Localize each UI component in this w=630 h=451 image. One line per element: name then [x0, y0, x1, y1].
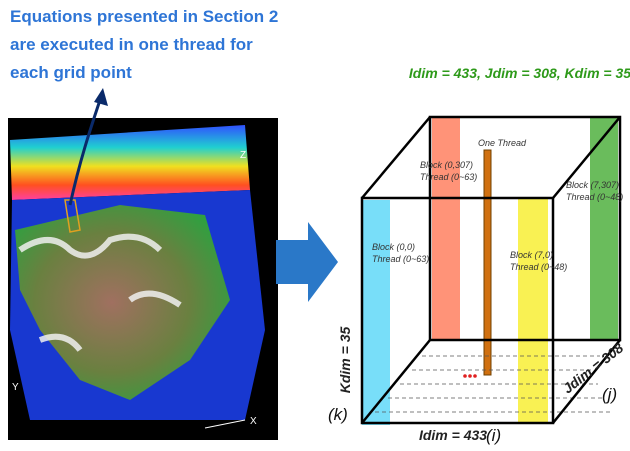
callout-line: each grid point: [10, 63, 132, 82]
j-label: (j): [602, 385, 617, 404]
page: Equations presented in Section 2 are exe…: [0, 0, 630, 451]
axis-label: X: [250, 416, 257, 427]
dots: [463, 374, 477, 378]
idim-label: Idim = 433: [419, 427, 487, 443]
thread-label: Thread (0~63): [372, 254, 429, 264]
k-label: (k): [328, 405, 348, 424]
thread-label: Thread (0~48): [566, 192, 623, 202]
block-label: Block (0,307): [420, 160, 473, 170]
left-image: X Y Z: [8, 88, 278, 440]
thread-label: Thread (0~63): [420, 172, 477, 182]
callout-line: Equations presented in Section 2: [10, 7, 278, 26]
block-label: Block (7,307): [566, 180, 619, 190]
callout-line: are executed in one thread for: [10, 35, 253, 54]
block-column: [432, 116, 460, 340]
block-column: [518, 198, 548, 423]
dims-title: Idim = 433, Jdim = 308, Kdim = 35: [409, 65, 630, 81]
kdim-label: Kdim = 35: [337, 327, 353, 394]
block-label: Block (0,0): [372, 242, 415, 252]
thread-label: Thread (0~48): [510, 262, 567, 272]
grid-diagram: Idim = 433, Jdim = 308, Kdim = 35 One Th…: [328, 65, 630, 445]
pointer-arrow-head: [94, 88, 108, 106]
callout: Equations presented in Section 2 are exe…: [10, 7, 278, 82]
i-label: (i): [486, 426, 501, 445]
block-label: Block (7,0): [510, 250, 553, 260]
axis-label: Z: [240, 150, 246, 161]
one-thread-label: One Thread: [478, 138, 527, 148]
axis-label: Y: [12, 382, 19, 393]
block-column: [362, 200, 390, 425]
big-arrow: [276, 222, 338, 302]
